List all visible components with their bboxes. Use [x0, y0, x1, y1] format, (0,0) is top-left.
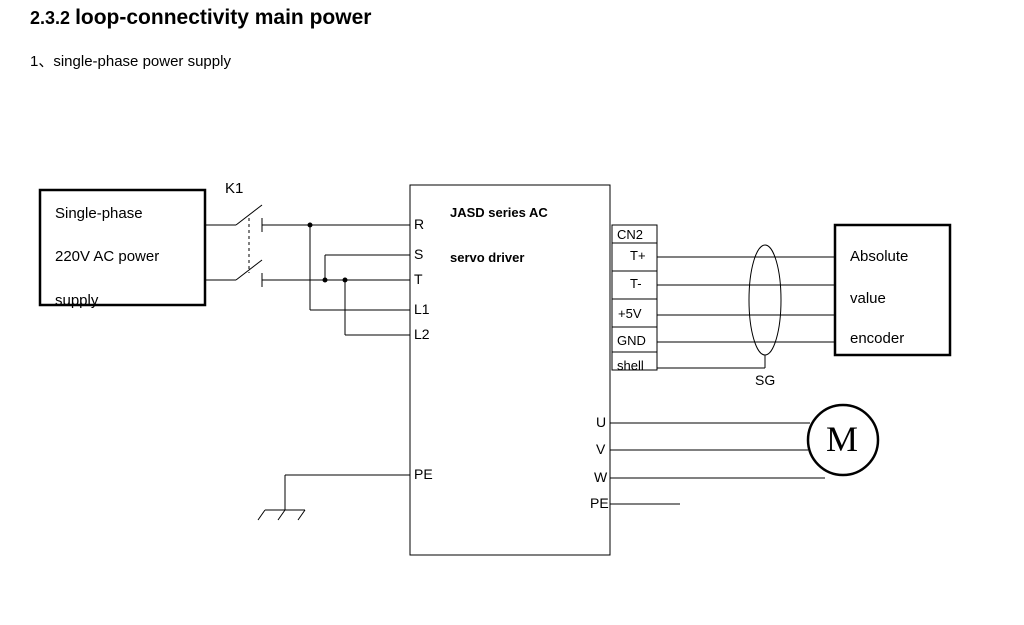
wiring-diagram [0, 0, 1024, 625]
